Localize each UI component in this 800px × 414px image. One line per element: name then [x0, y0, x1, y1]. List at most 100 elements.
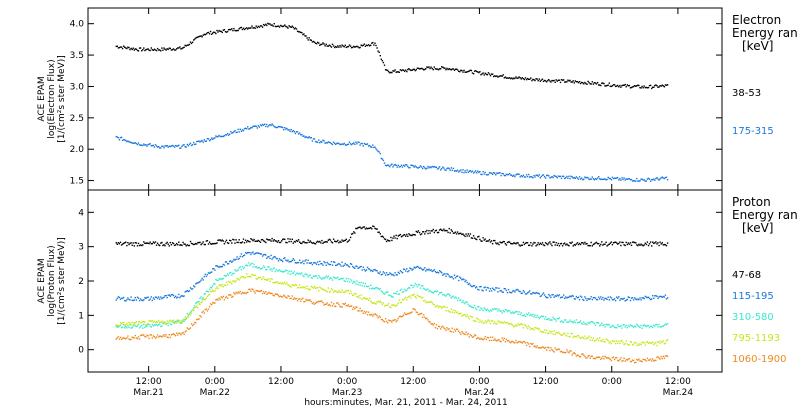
- data-point: [548, 332, 550, 334]
- data-point: [225, 296, 228, 298]
- data-point: [465, 301, 467, 303]
- data-point: [340, 291, 342, 293]
- data-point: [198, 303, 200, 305]
- data-point: [226, 30, 229, 33]
- data-point: [609, 85, 611, 87]
- data-point: [224, 296, 227, 299]
- data-point: [305, 259, 307, 261]
- data-point: [449, 330, 451, 332]
- data-point: [299, 241, 301, 243]
- data-point: [277, 25, 280, 27]
- data-point: [610, 85, 613, 88]
- data-point: [554, 347, 556, 349]
- data-point: [366, 143, 369, 145]
- data-point: [258, 277, 261, 279]
- data-point: [459, 312, 461, 315]
- data-point: [260, 25, 263, 27]
- data-point: [554, 244, 556, 246]
- data-point: [229, 272, 231, 274]
- data-point: [144, 144, 146, 146]
- data-point: [607, 84, 609, 86]
- data-point: [238, 292, 240, 294]
- data-point: [484, 171, 486, 174]
- data-point: [469, 284, 472, 286]
- data-point: [302, 135, 304, 137]
- data-point: [639, 326, 641, 328]
- data-point: [169, 47, 171, 50]
- data-point: [320, 263, 322, 265]
- data-point: [621, 360, 623, 362]
- data-point: [255, 252, 257, 254]
- data-point: [242, 276, 245, 278]
- data-point: [660, 356, 662, 358]
- data-point: [341, 277, 343, 280]
- data-point: [389, 72, 391, 74]
- data-point: [244, 292, 247, 294]
- data-point: [559, 175, 562, 178]
- data-point: [550, 347, 552, 349]
- data-point: [233, 27, 235, 30]
- data-point: [512, 243, 514, 245]
- data-point: [379, 152, 381, 155]
- data-point: [120, 136, 123, 138]
- data-point: [625, 358, 627, 361]
- data-point: [651, 245, 653, 247]
- data-point: [185, 146, 187, 148]
- data-point: [285, 128, 287, 130]
- data-point: [232, 132, 234, 134]
- data-point: [372, 287, 374, 289]
- data-point: [354, 143, 356, 145]
- data-point: [470, 285, 473, 288]
- data-point: [358, 310, 360, 312]
- data-point: [166, 336, 168, 338]
- data-point: [202, 241, 204, 243]
- data-point: [430, 66, 432, 68]
- data-point: [137, 321, 140, 323]
- data-point: [347, 45, 350, 48]
- data-point: [661, 357, 663, 360]
- data-point: [133, 337, 135, 339]
- data-point: [217, 287, 219, 290]
- data-point: [173, 146, 176, 148]
- data-point: [482, 310, 484, 312]
- data-point: [662, 177, 664, 179]
- data-point: [279, 282, 282, 284]
- data-point: [524, 342, 527, 344]
- data-point: [568, 321, 570, 323]
- data-point: [504, 288, 507, 290]
- data-point: [521, 292, 523, 294]
- data-point: [549, 319, 551, 321]
- data-point: [171, 242, 174, 244]
- data-point: [401, 166, 404, 168]
- data-point: [344, 144, 346, 146]
- data-point: [136, 338, 139, 340]
- data-point: [183, 243, 185, 245]
- data-point: [592, 178, 595, 180]
- data-point: [405, 313, 407, 315]
- data-point: [558, 317, 561, 319]
- data-point: [416, 311, 419, 314]
- data-point: [485, 73, 487, 75]
- data-point: [526, 314, 529, 316]
- data-point: [589, 178, 591, 180]
- data-point: [470, 306, 473, 308]
- data-point: [352, 294, 354, 296]
- data-point: [149, 325, 151, 327]
- data-point: [610, 342, 613, 345]
- data-point: [389, 306, 391, 308]
- data-point: [384, 69, 387, 71]
- data-point: [540, 295, 543, 297]
- data-point: [466, 235, 468, 237]
- data-point: [233, 280, 235, 282]
- data-point: [346, 289, 349, 292]
- data-point: [461, 301, 463, 304]
- data-point: [246, 252, 248, 255]
- data-point: [576, 81, 579, 83]
- data-point: [576, 354, 579, 356]
- data-point: [185, 290, 187, 293]
- data-point: [416, 231, 419, 233]
- data-point: [413, 293, 415, 295]
- data-point: [425, 318, 427, 320]
- data-point: [446, 167, 448, 170]
- data-point: [553, 330, 555, 332]
